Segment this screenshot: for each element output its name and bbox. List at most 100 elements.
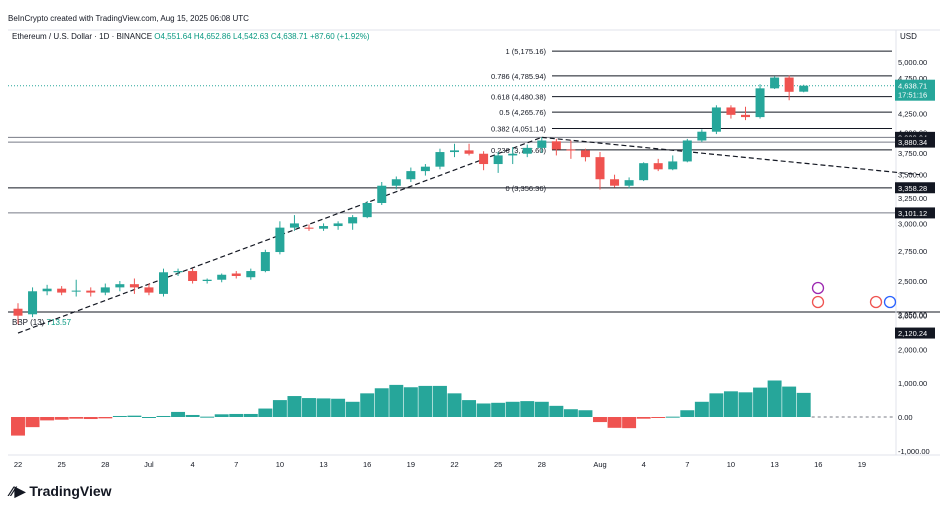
bbp-tick-label: 3,000.00: [898, 312, 927, 321]
tradingview-logo-icon: ⁄⁄▶: [10, 483, 30, 499]
bbp-bar: [432, 385, 447, 417]
candle-body: [217, 274, 227, 280]
candles: [13, 75, 809, 325]
bbp-bar: [723, 391, 738, 417]
fib-levels: 1 (5,175.16) 0.786 (4,785.94) 0.618 (4,480…: [8, 47, 896, 214]
indicator-legend: BBP (13) 713.57: [12, 318, 71, 327]
bbp-tick-label: -1,000.00: [898, 447, 930, 456]
price-tick-label: 5,000.00: [898, 58, 927, 67]
trendlines: [8, 85, 921, 334]
time-tick-label: 13: [770, 460, 778, 469]
fib-label: 0.5 (4,265.76): [499, 108, 546, 117]
bbp-bar: [69, 417, 84, 419]
descending-trendline: [541, 136, 921, 176]
bbp-bar: [98, 417, 113, 419]
candle-body: [479, 153, 489, 165]
price-tick-label: 3,500.00: [898, 171, 927, 180]
bbp-bar: [782, 386, 797, 417]
fib-label: 0 (3,356.36): [506, 184, 547, 193]
price-tick-label: 2,750.00: [898, 247, 927, 256]
time-tick-label: 10: [727, 460, 735, 469]
bbp-bar: [622, 417, 637, 429]
price-tick-label: 3,750.00: [898, 149, 927, 158]
bbp-bar: [40, 417, 55, 421]
grid: [8, 29, 940, 456]
time-tick-label: 22: [450, 460, 458, 469]
candle-body: [391, 179, 401, 186]
time-tick-label: 7: [685, 460, 689, 469]
bbp-bar: [316, 398, 331, 417]
time-axis: 22 25 28 Jul 4 7 10 13 16 19 22 25 28 Aug 4 7 10 13 16 19: [14, 460, 866, 469]
bbp-bar: [272, 400, 287, 417]
candle-body: [653, 163, 663, 170]
candle-body: [406, 171, 416, 180]
price-tag-box: [895, 182, 935, 194]
price-tag-box: [895, 327, 935, 339]
bbp-bar: [331, 398, 346, 417]
chart-credit: BeInCrypto created with TradingView.com,…: [8, 14, 249, 23]
candle-body: [697, 131, 707, 141]
bbp-bar: [54, 417, 69, 420]
current-price-tag-box: [895, 79, 935, 101]
candle-body: [435, 152, 445, 167]
bbp-bar: [534, 401, 549, 417]
bbp-bar: [112, 415, 127, 417]
candle-body: [624, 180, 634, 186]
price-tag-label: 3,358.28: [898, 184, 927, 193]
time-tick-label: 10: [276, 460, 284, 469]
candle-body: [246, 271, 256, 278]
bbp-bar: [418, 385, 433, 417]
candle-body: [682, 140, 692, 162]
candle-body: [115, 284, 125, 288]
candle-body: [595, 157, 605, 180]
bbp-bar: [302, 398, 316, 417]
candle-body: [711, 107, 721, 132]
bbp-bar: [156, 415, 171, 417]
bbp-bar: [694, 401, 709, 417]
bbp-bar: [753, 387, 768, 417]
countdown-timer-label: 17:51:16: [898, 91, 927, 100]
time-tick-label: 16: [814, 460, 822, 469]
time-tick-label: 4: [191, 460, 195, 469]
candle-body: [450, 150, 459, 153]
bbp-bar: [11, 417, 25, 436]
price-tag-label: 3,101.12: [898, 209, 927, 218]
time-tick-label: 4: [642, 460, 646, 469]
candle-body: [362, 203, 372, 218]
candle-body: [129, 284, 139, 288]
candle-body: [799, 85, 809, 92]
bbp-bar: [374, 388, 389, 417]
candle-body: [420, 166, 430, 172]
bbp-bar: [360, 393, 375, 417]
time-tick-label: Jul: [144, 460, 154, 469]
candle-body: [71, 290, 81, 292]
bbp-bar: [141, 417, 156, 418]
candle-body: [348, 217, 358, 224]
bbp-bar: [229, 413, 244, 417]
candle-body: [537, 140, 547, 148]
bbp-bar: [389, 384, 404, 417]
candle-body: [610, 179, 620, 186]
candle-body: [668, 161, 678, 170]
time-tick-label: 25: [57, 460, 65, 469]
bbp-bar: [767, 380, 782, 417]
price-axis: 5,000.004,750.004,500.004,250.004,000.00…: [898, 58, 930, 456]
time-tick-label: 19: [858, 460, 866, 469]
candle-body: [289, 223, 299, 228]
time-tick-label: 22: [14, 460, 22, 469]
candle-body: [770, 77, 780, 89]
event-icon: [869, 295, 883, 309]
bbp-bar: [403, 387, 418, 417]
candle-body: [275, 227, 285, 253]
bbp-tick-label: 1,000.00: [898, 379, 927, 388]
candle-body: [13, 308, 23, 316]
bbp-bar: [200, 416, 215, 418]
candle-body: [493, 155, 503, 165]
bbp-bar: [651, 417, 666, 418]
ascending-trendline: [17, 136, 543, 334]
time-tick-label: 19: [407, 460, 415, 469]
price-tag-label: 3,880.34: [898, 138, 927, 147]
bbp-bar: [636, 417, 651, 419]
bbp-tick-label: 0.00: [898, 413, 913, 422]
